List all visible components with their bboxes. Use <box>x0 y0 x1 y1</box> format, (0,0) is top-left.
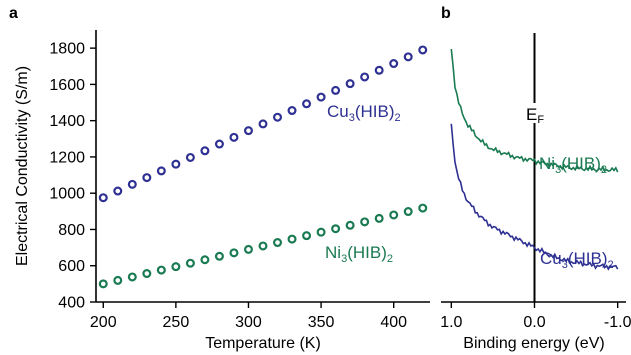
b-ni-label-sub1: 3 <box>555 164 561 176</box>
panel-a-point-ni <box>374 213 384 223</box>
panel-b-label: b <box>441 5 451 22</box>
panel-a-point-cu <box>287 106 297 116</box>
panel-a-y-tick-label: 1200 <box>49 149 85 166</box>
panel-a-point-cu <box>403 52 413 62</box>
ni-label-base: Ni <box>325 243 341 262</box>
panel-a-y-tick-label: 1000 <box>49 186 85 203</box>
panel-a-ni-label: Ni3(HIB)2 <box>325 243 393 265</box>
b-ni-label-mid: (HIB) <box>561 154 601 173</box>
b-cu-label-sub1: 3 <box>562 259 568 271</box>
panel-a-point-ni <box>360 217 370 227</box>
panel-a-point-cu <box>389 59 399 69</box>
panel-a-x-axis-title: Temperature (K) <box>205 335 321 352</box>
b-cu-label-mid: (HIB) <box>568 249 608 268</box>
panel-a-point-cu <box>127 179 137 189</box>
panel-a-point-cu <box>185 152 195 162</box>
panel-a-point-ni <box>418 203 428 213</box>
panel-b-ni-label: Ni3(HIB)2 <box>539 154 607 176</box>
panel-a-point-cu <box>98 193 108 203</box>
panel-b-x-tick-label: 0.0 <box>523 314 545 331</box>
panel-a-point-ni <box>113 275 123 285</box>
panel-a-y-tick-label: 400 <box>58 295 85 312</box>
panel-a-point-ni <box>243 244 253 254</box>
panel-a-x-tick-label: 350 <box>308 314 335 331</box>
cu-label-mid: (HIB) <box>355 102 395 121</box>
panel-a-x-tick-label: 400 <box>380 314 407 331</box>
panel-a-point-ni <box>200 255 210 265</box>
panel-a-point-ni <box>389 210 399 220</box>
panel-a-point-cu <box>200 146 210 156</box>
b-ni-label-base: Ni <box>539 154 555 173</box>
panel-a-point-cu <box>243 126 253 136</box>
panel-a-point-ni <box>273 238 283 248</box>
fermi-label-sub: F <box>537 114 544 126</box>
panel-a-x-tick-label: 250 <box>163 314 190 331</box>
panel-a-point-ni <box>287 234 297 244</box>
ni-label-mid: (HIB) <box>347 243 387 262</box>
panel-b-cu-label: Cu3(HIB)2 <box>540 249 614 271</box>
panel-a-y-tick-label: 600 <box>58 258 85 275</box>
panel-a-point-ni <box>316 227 326 237</box>
panel-a-y-tick-label: 800 <box>58 222 85 239</box>
fermi-label-bg <box>524 103 546 123</box>
panel-a-point-cu <box>331 85 341 95</box>
panel-a-point-cu <box>418 45 428 55</box>
panel-a-x-tick-label: 300 <box>235 314 262 331</box>
panel-a-point-cu <box>258 119 268 129</box>
panel-a-plot: 400 600 800 1000 1200 1400 1600 1800 200 250 300 3… <box>14 30 430 352</box>
panel-b-x-axis-title: Binding energy (eV) <box>463 335 604 352</box>
panel-a-point-ni <box>156 265 166 275</box>
panel-a-point-cu <box>374 65 384 75</box>
cu-label-sub2: 2 <box>395 112 401 124</box>
panel-a-point-ni <box>171 262 181 272</box>
panel-a-point-cu <box>316 92 326 102</box>
panel-b-line-cu <box>450 123 619 271</box>
panel-a-point-ni <box>345 220 355 230</box>
panel-a-point-cu <box>229 132 239 142</box>
panel-a-point-cu <box>156 166 166 176</box>
panel-a-point-cu <box>171 159 181 169</box>
panel-a-point-cu <box>214 139 224 149</box>
fermi-level-label: EF <box>526 105 544 126</box>
panel-a-point-ni <box>127 272 137 282</box>
panel-a-point-cu <box>113 186 123 196</box>
panel-a-x-tick-label: 200 <box>90 314 117 331</box>
panel-a-point-cu <box>345 79 355 89</box>
panel-a-y-tick-label: 1600 <box>49 77 85 94</box>
b-ni-label-sub2: 2 <box>601 164 607 176</box>
b-cu-label-sub2: 2 <box>608 259 614 271</box>
panel-a-label: a <box>9 5 18 22</box>
panel-a-point-ni <box>403 207 413 217</box>
cu-label-sub1: 3 <box>349 112 355 124</box>
panel-a-cu-label: Cu3(HIB)2 <box>327 102 401 124</box>
panel-b-plot: 1.0 0.0 -1.0 EF Binding energy (eV) Ni3(HI… <box>440 33 631 352</box>
fermi-label-base: E <box>526 105 537 124</box>
cu-label-base: Cu <box>327 102 349 121</box>
panel-a-point-ni <box>185 258 195 268</box>
ni-label-sub1: 3 <box>341 253 347 265</box>
ni-label-sub2: 2 <box>387 253 393 265</box>
panel-a-point-cu <box>302 99 312 109</box>
panel-a-y-axis-title: Electrical Conductivity (S/m) <box>14 66 31 266</box>
b-cu-label-base: Cu <box>540 249 562 268</box>
panel-a-point-cu <box>360 72 370 82</box>
panel-a-point-ni <box>214 251 224 261</box>
panel-b-x-tick-label: -1.0 <box>604 314 631 331</box>
panel-b-x-tick-label: 1.0 <box>440 314 462 331</box>
panel-a-y-tick-label: 1800 <box>49 41 85 58</box>
panel-a-point-cu <box>273 112 283 122</box>
panel-a-point-ni <box>258 241 268 251</box>
panel-a-point-ni <box>98 279 108 289</box>
panel-a-point-cu <box>142 173 152 183</box>
panel-b-line-ni <box>450 48 619 173</box>
panel-a-point-ni <box>331 224 341 234</box>
panel-a-point-ni <box>142 269 152 279</box>
panel-a-point-ni <box>229 248 239 258</box>
panel-a-y-tick-label: 1400 <box>49 113 85 130</box>
panel-a-point-ni <box>302 231 312 241</box>
